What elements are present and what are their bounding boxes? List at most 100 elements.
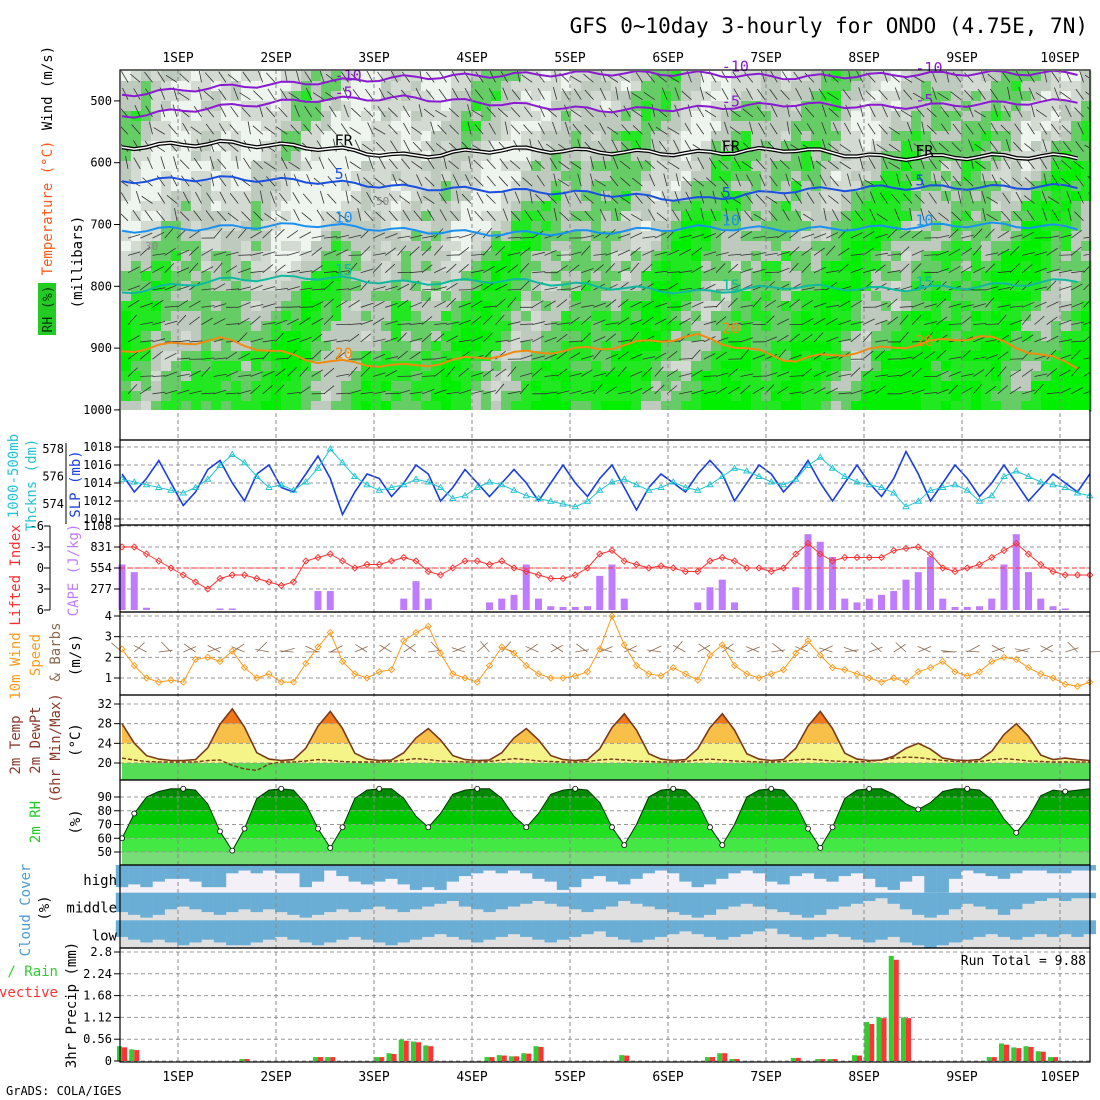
rh-cell xyxy=(561,171,572,182)
cape-bar xyxy=(1037,598,1045,610)
rh-cell xyxy=(891,91,902,102)
rh-cell xyxy=(741,91,752,102)
rh-cell xyxy=(711,321,722,332)
rh-cell xyxy=(961,281,972,292)
wind-barb xyxy=(728,284,741,291)
rh-cell xyxy=(631,371,642,382)
rh-cell xyxy=(911,81,922,92)
wind-barb xyxy=(168,124,178,135)
rh-cell xyxy=(231,231,242,242)
thickness-marker xyxy=(730,464,739,471)
wind-barb xyxy=(189,340,203,343)
rh-cell xyxy=(551,291,562,302)
thickness-marker xyxy=(583,497,592,504)
rh-cell xyxy=(1001,311,1012,322)
rh-cell xyxy=(121,161,132,172)
rh-cell xyxy=(721,321,732,332)
wind-barb xyxy=(507,288,521,291)
rh-cell xyxy=(791,231,802,242)
rh-cell xyxy=(151,161,162,172)
rh-cell xyxy=(991,391,1002,402)
rh-cell xyxy=(751,361,762,372)
wind-barb xyxy=(936,350,947,360)
rh-cell xyxy=(381,71,392,82)
wind-barb xyxy=(1027,123,1035,135)
rh-cell xyxy=(371,391,382,402)
rh-cell xyxy=(941,171,952,182)
rh-cell xyxy=(1071,101,1082,112)
rh-cell xyxy=(261,131,272,142)
rh-cell xyxy=(651,291,662,302)
rh-cell xyxy=(401,401,412,412)
rh-cell xyxy=(301,401,312,412)
rh-cell xyxy=(571,311,582,322)
rh-cell xyxy=(661,131,672,142)
rh-cell xyxy=(231,291,242,302)
rh-cell xyxy=(711,391,722,402)
rh-cell xyxy=(161,301,172,312)
rh-cell xyxy=(671,331,682,342)
rh-cell xyxy=(871,251,882,262)
rh-cell xyxy=(301,111,312,122)
rh-cell xyxy=(971,91,982,102)
wind-barb xyxy=(1061,160,1072,170)
rh-cell xyxy=(941,141,952,152)
wind-barb xyxy=(280,157,288,170)
isotherm-line xyxy=(121,332,1078,370)
rh-cell xyxy=(891,321,902,332)
rh-cell xyxy=(661,181,672,192)
rh-cell xyxy=(501,391,512,402)
rh-cell xyxy=(341,131,352,142)
rh-cell xyxy=(891,311,902,322)
rh-cell xyxy=(191,201,202,212)
rh-cell xyxy=(691,361,702,372)
wind-barb xyxy=(740,231,752,239)
wind-barb xyxy=(909,207,913,221)
rh-cell xyxy=(651,331,662,342)
rh-cell xyxy=(471,261,482,272)
rh-cell xyxy=(731,191,742,202)
rh-cell xyxy=(391,251,402,262)
rh-cell xyxy=(371,211,382,222)
rh-cell xyxy=(751,191,762,202)
rh-cell xyxy=(951,311,962,322)
wind-barb xyxy=(336,288,350,291)
wind-barb xyxy=(127,351,139,360)
rh-cell xyxy=(881,241,892,252)
rh-cell xyxy=(1071,71,1082,82)
wind-barb xyxy=(372,353,386,360)
rh-cell xyxy=(841,331,852,342)
rh-cell xyxy=(1061,111,1072,122)
rh-cell xyxy=(301,321,312,332)
wind-barb xyxy=(801,233,815,239)
isotherm-label: FR xyxy=(335,131,354,149)
rh-cell xyxy=(601,291,612,302)
rh-cell xyxy=(751,121,762,132)
rh-cell xyxy=(481,101,492,112)
rh-cell xyxy=(581,101,592,112)
rh-cell xyxy=(1061,291,1072,302)
rh-cell xyxy=(711,91,722,102)
rh-cell xyxy=(121,131,132,142)
rh-cell xyxy=(251,211,262,222)
rh-cell xyxy=(461,191,472,202)
rh-cell xyxy=(511,101,522,112)
rh-cell xyxy=(311,241,322,252)
rh-cell xyxy=(891,381,902,392)
rh-cell xyxy=(731,161,742,172)
wind-barb xyxy=(452,174,460,187)
rh-cell xyxy=(821,211,832,222)
rh-cell xyxy=(741,361,752,372)
wind-barb xyxy=(908,138,913,152)
wind-barb xyxy=(388,158,398,170)
cape-bar xyxy=(486,602,493,610)
wind-barb xyxy=(715,386,728,395)
rh-cell xyxy=(1041,271,1052,282)
rh-cell xyxy=(671,261,682,272)
rh-cell xyxy=(781,341,792,352)
rh-cell xyxy=(221,401,232,412)
wind-barb xyxy=(509,160,521,170)
rh-cell xyxy=(861,381,872,392)
rh-cell xyxy=(881,301,892,312)
rh-cell xyxy=(1001,301,1012,312)
